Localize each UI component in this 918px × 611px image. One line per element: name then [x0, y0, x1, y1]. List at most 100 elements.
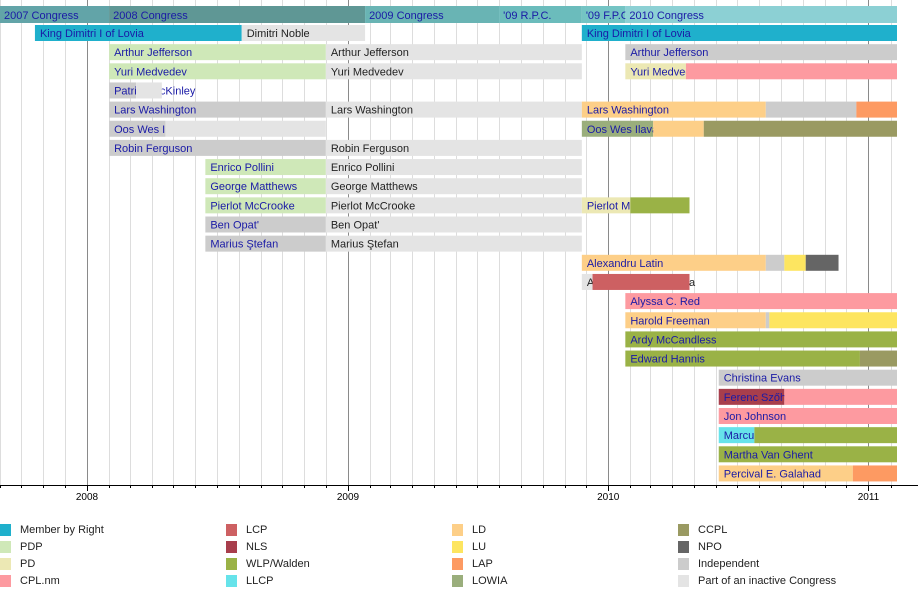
membership-segment	[581, 197, 631, 214]
legend-swatch	[0, 524, 11, 536]
legend-swatch	[452, 575, 463, 587]
congress-band	[365, 6, 500, 23]
x-tick-label: 2010	[597, 492, 620, 503]
time-axis: 2008 2009 2010 2011	[0, 485, 918, 503]
legend-label: PD	[20, 558, 36, 570]
membership-segment	[625, 312, 766, 329]
member-name-label: Percival E. Galahad	[724, 468, 821, 480]
member-name-label: Ben Opat'	[210, 220, 259, 232]
legend-swatch	[226, 541, 237, 553]
member-name-label: Pierlot McCrooke	[331, 200, 415, 212]
member-name-label: George Matthews	[331, 181, 418, 193]
member-name-label: Arthur Jefferson	[114, 47, 192, 59]
member-name-label: Arthur Jefferson	[331, 47, 409, 59]
membership-segment	[241, 25, 366, 41]
membership-segment	[625, 350, 860, 367]
member-name-label: George Matthews	[210, 181, 297, 193]
legend-swatch	[226, 558, 237, 570]
member-name-label: Arthur Jefferson	[630, 47, 708, 59]
membership-segment	[325, 101, 582, 118]
membership-segment	[718, 408, 897, 424]
legend-label: PDP	[20, 541, 43, 553]
membership-segment	[109, 82, 137, 99]
legend-label: LU	[472, 541, 487, 553]
legend-label: LCP	[246, 524, 268, 536]
member-name-label: Marius Ştefan	[210, 239, 278, 251]
member-name-label: Enrico Pollini	[331, 162, 395, 174]
membership-segment	[852, 465, 897, 482]
membership-segment	[205, 216, 326, 233]
legend-swatch	[452, 541, 463, 553]
legend-label: Member by Right	[20, 524, 104, 536]
membership-segment	[718, 446, 897, 463]
congress-band	[499, 6, 582, 23]
member-name-label: Alyssa C. Red	[630, 296, 700, 308]
legend-label: LAP	[472, 558, 493, 570]
legend-label: CPL.nm	[20, 575, 60, 587]
membership-bars: King Dimitri I of Lovia Dimitri Noble King…	[34, 25, 897, 482]
membership-segment	[109, 44, 326, 61]
congress-band	[625, 6, 897, 23]
legend-label: NPO	[698, 541, 722, 553]
legend-swatch	[678, 541, 689, 553]
membership-segment	[205, 159, 326, 176]
membership-segment	[325, 44, 582, 61]
membership-segment	[581, 120, 654, 137]
congress-label: 2008 Congress	[113, 10, 188, 22]
member-name-label: Martha Van Ghent	[724, 449, 813, 461]
membership-segment	[784, 388, 897, 405]
member-name-label: Pierlot McCrooke	[210, 200, 294, 212]
legend-swatch	[678, 524, 689, 536]
membership-segment	[325, 216, 582, 233]
congress-band	[0, 6, 110, 23]
legend-label: NLS	[246, 541, 268, 553]
membership-segment	[581, 254, 766, 271]
membership-segment	[718, 369, 897, 386]
membership-segment	[805, 254, 839, 271]
legend-label: Part of an inactive Congress	[698, 575, 837, 587]
membership-segment	[109, 101, 326, 118]
member-name-label: Lars Washington	[587, 105, 669, 117]
x-tick-label: 2011	[858, 492, 880, 503]
member-name-label: Ferenc Szőhad	[724, 392, 799, 404]
x-tick-label: 2008	[76, 492, 99, 503]
congress-label: 2010 Congress	[629, 10, 704, 22]
membership-segment	[625, 44, 897, 61]
membership-segment	[765, 254, 785, 271]
congress-header-band: 2007 Congress 2008 Congress 2009 Congress '…	[0, 6, 897, 23]
membership-segment	[784, 254, 806, 271]
legend-swatch	[226, 575, 237, 587]
member-name-label: Yuri Medvedev	[630, 66, 703, 78]
member-name-label: Ben Opat'	[331, 220, 380, 232]
legend-swatch	[678, 575, 689, 587]
party-legend: Member by Right PDP PD CPL.nm LCP NLS WLP/Wald…	[0, 523, 918, 608]
membership-segment	[765, 101, 857, 118]
member-name-label: King Dimitri I of Lovia	[40, 28, 145, 40]
membership-segment	[109, 63, 326, 80]
membership-segment	[703, 120, 897, 137]
membership-segment	[630, 197, 690, 214]
legend-label: LOWIA	[472, 575, 508, 587]
legend-swatch	[678, 558, 689, 570]
member-name-label: Lars Washington	[331, 105, 413, 117]
member-name-label: Christina Evans	[724, 373, 802, 385]
membership-segment	[765, 312, 770, 329]
member-name-label: Dimitri Noble	[247, 28, 310, 40]
member-name-label: Edward Hannis	[630, 354, 705, 366]
congress-label: '09 R.P.C.	[503, 10, 551, 22]
legend-swatch	[0, 558, 11, 570]
legend-label: LLCP	[246, 575, 274, 587]
legend-swatch	[452, 558, 463, 570]
membership-segment	[718, 427, 755, 444]
membership-segment	[592, 273, 690, 290]
membership-segment	[653, 120, 704, 137]
member-name-label: Yuri Medvedev	[331, 66, 404, 78]
member-name-label: Enrico Pollini	[210, 162, 274, 174]
membership-segment	[109, 139, 326, 156]
membership-segment	[754, 427, 897, 444]
membership-segment	[769, 312, 897, 329]
membership-segment	[625, 63, 686, 80]
membership-segment	[718, 465, 853, 482]
membership-segment	[109, 120, 166, 137]
member-name-label: Alexandru Latin	[587, 258, 663, 270]
